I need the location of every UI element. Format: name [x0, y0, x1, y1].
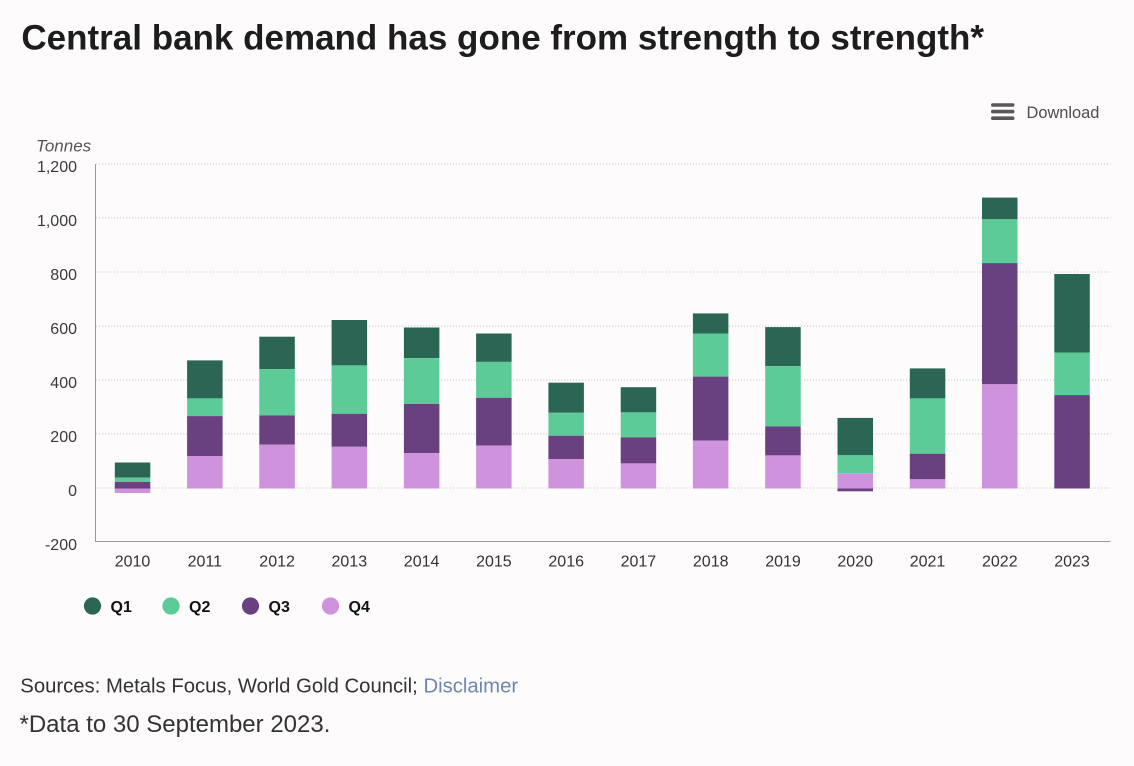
svg-text:Q1: Q1 [111, 599, 132, 616]
svg-text:800: 800 [50, 267, 77, 284]
svg-text:Q2: Q2 [189, 599, 210, 616]
svg-text:2011: 2011 [188, 554, 223, 571]
svg-text:200: 200 [50, 429, 77, 446]
svg-text:*Data to 30 September 2023.: *Data to 30 September 2023. [20, 711, 331, 738]
svg-text:Central bank demand has gone f: Central bank demand has gone from streng… [21, 18, 984, 57]
svg-text:Q3: Q3 [269, 599, 290, 616]
svg-text:2012: 2012 [259, 554, 295, 571]
svg-text:Q4: Q4 [349, 599, 370, 616]
svg-text:Tonnes: Tonnes [36, 137, 92, 156]
svg-text:1,200: 1,200 [37, 159, 77, 176]
svg-text:1,000: 1,000 [37, 213, 77, 230]
svg-text:2018: 2018 [693, 554, 729, 571]
svg-text:2023: 2023 [1054, 554, 1090, 571]
svg-text:2013: 2013 [332, 554, 368, 571]
svg-text:2017: 2017 [621, 554, 657, 571]
svg-text:600: 600 [50, 321, 77, 338]
svg-text:-200: -200 [45, 537, 77, 554]
svg-text:Download: Download [1027, 104, 1100, 122]
svg-text:400: 400 [50, 375, 77, 392]
svg-text:2019: 2019 [765, 554, 801, 571]
svg-text:2015: 2015 [476, 554, 512, 571]
svg-text:2010: 2010 [115, 554, 151, 571]
svg-text:2020: 2020 [837, 554, 873, 571]
svg-text:Sources: Metals Focus, World G: Sources: Metals Focus, World Gold Counci… [20, 676, 518, 698]
svg-text:2014: 2014 [404, 554, 440, 571]
svg-text:2022: 2022 [982, 554, 1018, 571]
svg-text:2016: 2016 [548, 554, 584, 571]
svg-text:2021: 2021 [910, 554, 946, 571]
svg-text:0: 0 [68, 483, 77, 500]
